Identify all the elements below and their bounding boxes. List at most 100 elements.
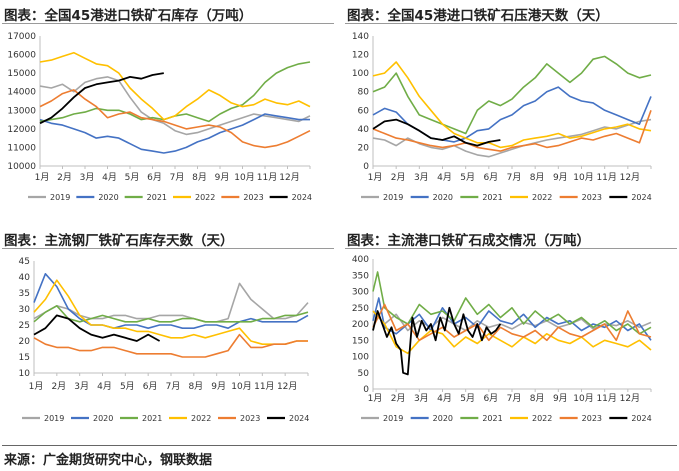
chart-port-transactions: 0 50 100 150 200 250 300 350 400 1月 2月 3月 4月 5月 6月 7月 8月… (352, 255, 652, 423)
x-tick-label: 5月 (460, 172, 475, 183)
chart-title-mill-inventory-days: 图表：主流钢厂铁矿石库存天数（天） (4, 233, 234, 249)
series-line-2024 (39, 72, 164, 125)
legend-label-2024: 2024 (292, 193, 312, 202)
series-line-2020 (372, 86, 652, 143)
y-tick-label: 120 (352, 51, 369, 61)
y-tick-label: 20 (358, 143, 370, 153)
y-tick-label: 250 (352, 304, 369, 314)
x-tick-label: 10月 (231, 381, 251, 392)
x-tick-label: 4月 (437, 172, 452, 183)
title-rule (345, 23, 677, 24)
y-tick-label: 10000 (7, 162, 36, 172)
chart-title-port-transactions: 图表：主流港口铁矿石成交情况（万吨） (347, 233, 590, 249)
legend-label-2020: 2020 (433, 414, 453, 423)
x-tick-label: 8月 (530, 172, 545, 183)
x-tick-label: 12月 (277, 381, 297, 392)
series-line-2020 (372, 297, 652, 341)
legend-label-2022: 2022 (532, 193, 552, 202)
y-tick-label: 16000 (7, 51, 36, 61)
x-tick-label: 12月 (620, 393, 640, 404)
source-note: 来源：广金期货研究中心，钢联数据 (4, 453, 213, 468)
x-tick-label: 7月 (507, 393, 522, 404)
series-line-2023 (372, 303, 652, 342)
legend-label-2021: 2021 (482, 414, 502, 423)
x-tick-label: 4月 (97, 381, 112, 392)
series-line-2019 (33, 282, 309, 323)
series-line-2023 (372, 110, 652, 152)
y-tick-label: 350 (352, 271, 369, 281)
x-tick-label: 4月 (437, 393, 452, 404)
x-tick-label: 10月 (234, 172, 254, 183)
x-tick-label: 11月 (257, 172, 277, 183)
legend-label-2019: 2019 (50, 193, 70, 202)
series-line-2020 (39, 113, 310, 154)
y-tick-label: 150 (352, 336, 369, 346)
chart-title-port-congestion-days: 图表：全国45港进口铁矿石压港天数（天） (347, 8, 609, 24)
legend-label-2024: 2024 (631, 193, 651, 202)
x-tick-label: 5月 (460, 393, 475, 404)
y-tick-label: 60 (358, 106, 370, 116)
legend-label-2024: 2024 (631, 414, 651, 423)
legend-label-2020: 2020 (98, 193, 118, 202)
title-rule (2, 248, 334, 249)
series-line-2019 (39, 76, 311, 136)
legend-label-2022: 2022 (532, 414, 552, 423)
legend-label-2023: 2023 (582, 414, 602, 423)
x-tick-label: 4月 (102, 172, 117, 183)
y-tick-label: 17000 (7, 32, 36, 42)
legend-label-2021: 2021 (142, 414, 162, 423)
y-tick-label: 20 (19, 337, 31, 347)
x-tick-label: 12月 (620, 172, 640, 183)
x-tick-label: 8月 (192, 172, 207, 183)
y-tick-label: 100 (352, 353, 369, 363)
x-tick-label: 1月 (35, 172, 50, 183)
title-rule (2, 23, 334, 24)
legend-label-2023: 2023 (240, 414, 260, 423)
x-tick-label: 1月 (29, 381, 44, 392)
y-tick-label: 40 (19, 273, 31, 283)
chart-title-port-inventory: 图表：全国45港进口铁矿石库存（万吨） (4, 8, 253, 24)
source-rule (2, 445, 677, 446)
x-tick-label: 7月 (507, 172, 522, 183)
legend-label-2022: 2022 (191, 414, 211, 423)
legend-label-2021: 2021 (147, 193, 167, 202)
x-tick-label: 2月 (51, 381, 66, 392)
y-tick-label: 0 (363, 162, 369, 172)
series-line-2024 (33, 314, 161, 342)
y-tick-label: 80 (358, 88, 370, 98)
x-tick-label: 5月 (125, 172, 140, 183)
legend-label-2022: 2022 (195, 193, 215, 202)
x-tick-label: 8月 (530, 393, 545, 404)
x-tick-label: 8月 (188, 381, 203, 392)
y-tick-label: 13000 (7, 106, 36, 116)
y-tick-label: 0 (363, 385, 369, 395)
x-tick-label: 3月 (74, 381, 89, 392)
series-line-2023 (33, 333, 308, 358)
series-line-2022 (33, 279, 308, 345)
x-tick-label: 5月 (120, 381, 135, 392)
x-tick-label: 7月 (166, 381, 181, 392)
x-tick-label: 6月 (147, 172, 162, 183)
title-rule (345, 248, 677, 249)
chart-mill-inventory-days: 10 15 20 25 30 35 40 45 1月 2月 3月 4月 5月 6月 7月 8月 9月 10月 11月… (19, 257, 310, 423)
legend-label-2020: 2020 (433, 193, 453, 202)
y-tick-label: 30 (19, 305, 31, 315)
x-tick-label: 9月 (553, 393, 568, 404)
y-tick-label: 100 (352, 69, 369, 79)
y-tick-label: 200 (352, 320, 369, 330)
y-tick-label: 15 (19, 353, 30, 363)
x-tick-label: 10月 (573, 393, 593, 404)
x-tick-label: 2月 (391, 393, 406, 404)
y-tick-label: 50 (358, 369, 370, 379)
y-tick-label: 15000 (7, 69, 36, 79)
series-line-2024 (372, 306, 502, 376)
y-tick-label: 45 (19, 257, 30, 267)
y-tick-label: 10 (19, 369, 31, 379)
x-tick-label: 1月 (368, 393, 383, 404)
legend-label-2023: 2023 (243, 193, 263, 202)
y-tick-label: 400 (352, 255, 369, 265)
x-tick-label: 6月 (483, 393, 498, 404)
x-tick-label: 9月 (553, 172, 568, 183)
y-tick-label: 140 (352, 32, 369, 42)
